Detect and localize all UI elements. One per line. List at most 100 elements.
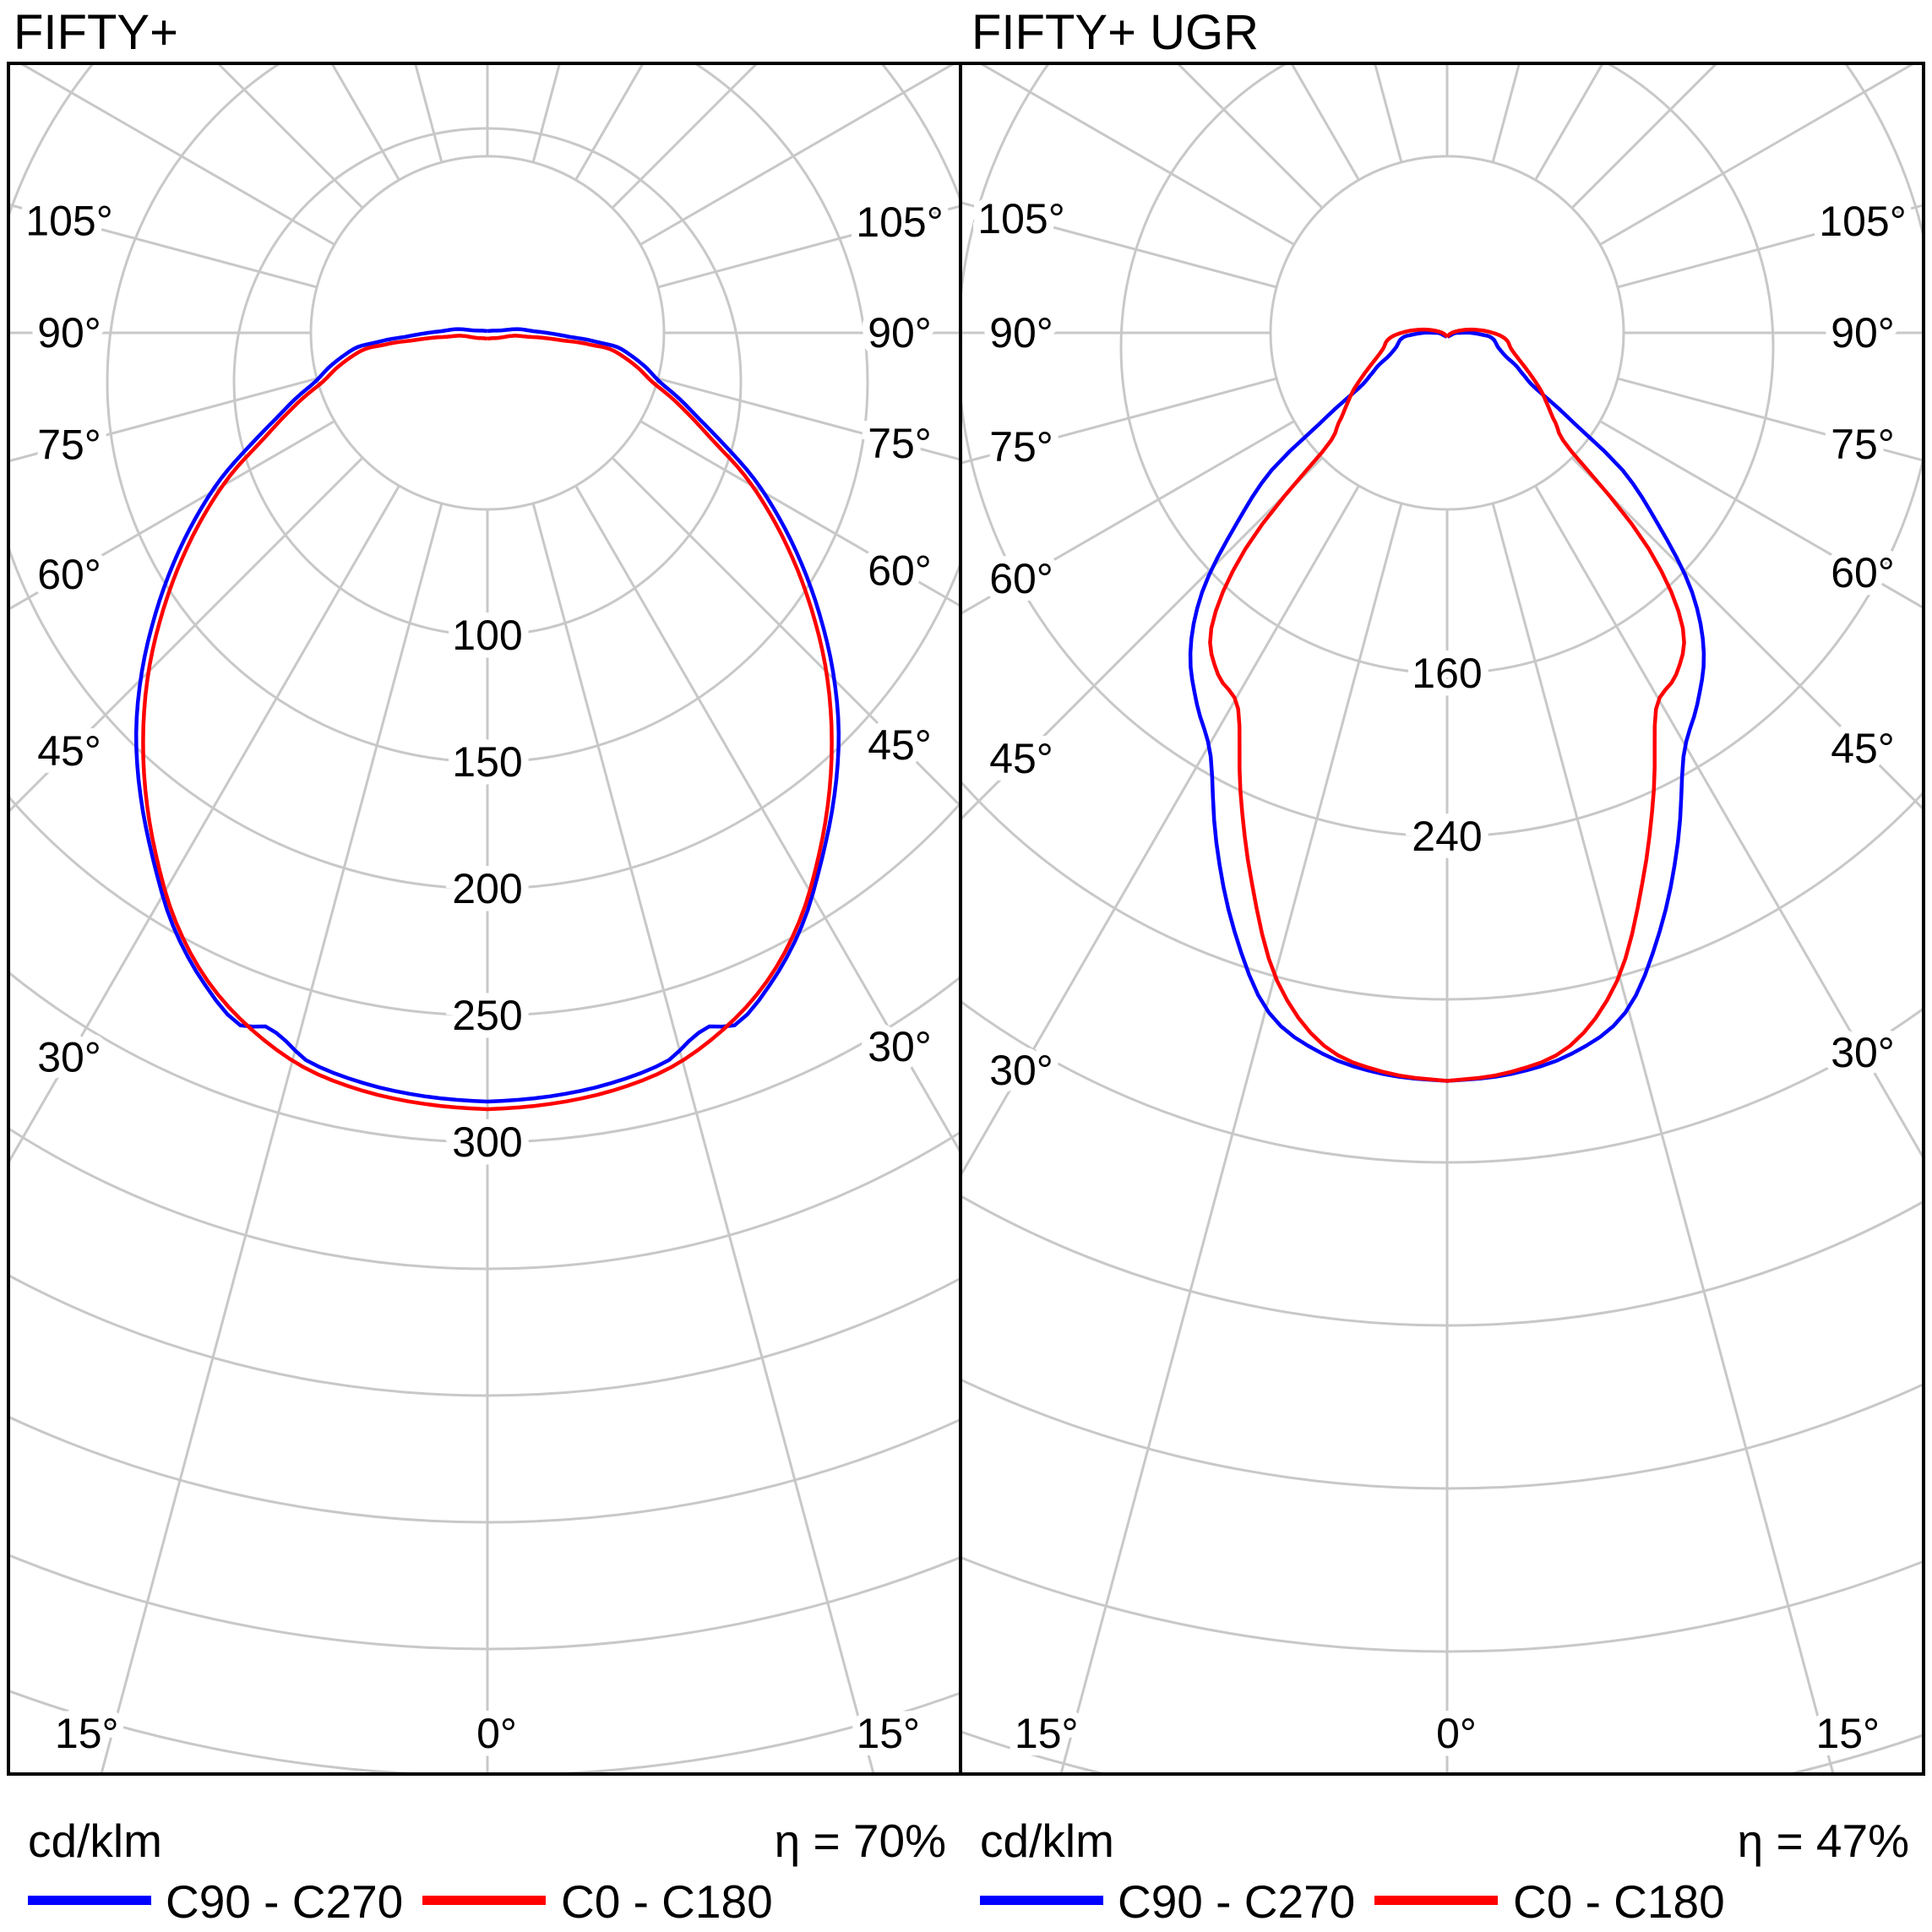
gamma-spoke-15	[531, 503, 875, 1774]
gamma-spoke-30	[574, 485, 961, 1155]
ring-label-160: 160	[1412, 650, 1482, 697]
gamma-spoke-300	[8, 420, 335, 612]
intensity-ring-400	[961, 999, 1924, 1164]
gamma-label-45-right: 45°	[868, 721, 932, 769]
gamma-spoke-120	[639, 63, 957, 246]
intensity-ring-300	[8, 970, 961, 1144]
gamma-label-15-bottom-left: 15°	[55, 1710, 119, 1757]
gamma-label-90-right: 90°	[868, 309, 932, 356]
gamma-label-60-right: 60°	[868, 547, 932, 595]
gamma-spoke-135	[1570, 63, 1719, 210]
inner-circle-left	[309, 155, 666, 511]
legend-swatch-c0-left	[422, 1896, 546, 1905]
intensity-ring-560	[961, 1377, 1924, 1490]
panel-border-right	[959, 62, 1925, 1776]
legend-swatch-c90-right	[980, 1896, 1103, 1905]
intensity-ring-720	[961, 1729, 1924, 1774]
gamma-label-30-right: 30°	[868, 1023, 932, 1070]
intensity-ring-320	[961, 779, 1924, 1001]
ring-label-100: 100	[452, 612, 522, 659]
gamma-spoke-15	[1491, 503, 1835, 1774]
unit-label-right: cd/klm	[980, 1815, 1114, 1867]
inner-circle-right	[1269, 155, 1625, 511]
gamma-label-75-right: 75°	[1831, 421, 1895, 468]
intensity-ring-100	[232, 127, 743, 637]
intensity-ring-450	[8, 1415, 961, 1524]
gamma-spoke-135	[611, 63, 759, 210]
ring-label-200: 200	[452, 865, 522, 912]
gamma-label-90-left: 90°	[37, 309, 101, 356]
gamma-label-75-right: 75°	[868, 420, 932, 467]
intensity-curve-c0-c180-left	[141, 334, 834, 1112]
gamma-label-0: 0°	[476, 1710, 517, 1757]
intensity-ring-640	[961, 1555, 1924, 1653]
gamma-label-90-right: 90°	[1831, 309, 1895, 356]
gamma-label-30-left: 30°	[37, 1033, 101, 1080]
gamma-spoke-120	[1599, 63, 1917, 246]
legend-label-c90-left: C90 - C270	[166, 1875, 404, 1928]
gamma-label-0: 0°	[1436, 1710, 1477, 1757]
gamma-label-45-right: 45°	[1831, 725, 1895, 772]
intensity-ring-200	[8, 63, 961, 890]
gamma-label-75-left: 75°	[989, 423, 1053, 471]
intensity-ring-240	[961, 63, 1924, 838]
legend-swatch-c90-left	[28, 1896, 151, 1905]
gamma-spoke-240	[18, 63, 335, 246]
ring-label-250: 250	[452, 992, 522, 1039]
gamma-label-75-left: 75°	[37, 422, 101, 469]
gamma-spoke-315	[8, 456, 364, 814]
gamma-label-90-left: 90°	[989, 309, 1053, 356]
gamma-spoke-75	[657, 377, 961, 461]
ring-label-300: 300	[452, 1118, 522, 1166]
unit-label-left: cd/klm	[28, 1815, 162, 1867]
gamma-spoke-315	[961, 456, 1324, 822]
legend-label-c90-right: C90 - C270	[1118, 1875, 1356, 1928]
gamma-spoke-330	[8, 485, 400, 1166]
intensity-ring-350	[8, 1126, 961, 1271]
gamma-spoke-60	[1599, 420, 1924, 610]
intensity-ring-500	[8, 1553, 961, 1651]
intensity-ring-400	[8, 1273, 961, 1397]
gamma-spoke-330	[961, 485, 1360, 1178]
gamma-spoke-300	[961, 420, 1295, 616]
intensity-ring-550	[8, 1689, 961, 1774]
gamma-label-105-right: 105°	[1819, 198, 1906, 245]
gamma-spoke-345	[1059, 503, 1403, 1774]
gamma-label-60-left: 60°	[989, 555, 1053, 602]
gamma-spoke-30	[1534, 485, 1924, 1161]
gamma-label-105-left: 105°	[25, 197, 112, 244]
gamma-label-105-right: 105°	[856, 199, 943, 246]
chart-title-right: FIFTY+ UGR	[971, 5, 1259, 60]
gamma-label-45-left: 45°	[37, 727, 101, 775]
gamma-label-15-bottom-right: 15°	[1815, 1710, 1880, 1757]
efficiency-label-left: η = 70%	[774, 1815, 946, 1867]
gamma-label-15-bottom-right: 15°	[856, 1710, 920, 1757]
intensity-ring-250	[8, 794, 961, 1017]
ring-label-150: 150	[452, 738, 522, 786]
legend-swatch-c0-right	[1374, 1896, 1498, 1905]
gamma-label-15-bottom-left: 15°	[1015, 1710, 1079, 1757]
intensity-curve-c90-c270-left	[133, 327, 841, 1104]
gamma-label-30-right: 30°	[1831, 1029, 1895, 1076]
gamma-label-60-right: 60°	[1831, 549, 1895, 596]
gamma-spoke-345	[100, 503, 444, 1774]
gamma-spoke-45	[1570, 456, 1924, 812]
gamma-label-105-left: 105°	[977, 195, 1064, 242]
legend-label-c0-left: C0 - C180	[561, 1875, 773, 1928]
gamma-spoke-60	[639, 420, 961, 608]
intensity-curve-c0-c180-right	[1208, 327, 1686, 1083]
gamma-spoke-240	[977, 63, 1295, 246]
intensity-ring-150	[106, 63, 869, 764]
gamma-label-60-left: 60°	[37, 551, 101, 598]
legend-label-c0-right: C0 - C180	[1513, 1875, 1725, 1928]
gamma-label-45-left: 45°	[989, 735, 1053, 782]
ring-label-240: 240	[1412, 813, 1482, 860]
intensity-ring-480	[961, 1194, 1924, 1327]
gamma-spoke-150	[1534, 63, 1604, 181]
chart-title-left: FIFTY+	[14, 5, 178, 60]
intensity-ring-160	[1119, 63, 1775, 675]
gamma-spoke-285	[961, 377, 1277, 465]
gamma-label-30-left: 30°	[989, 1047, 1053, 1094]
